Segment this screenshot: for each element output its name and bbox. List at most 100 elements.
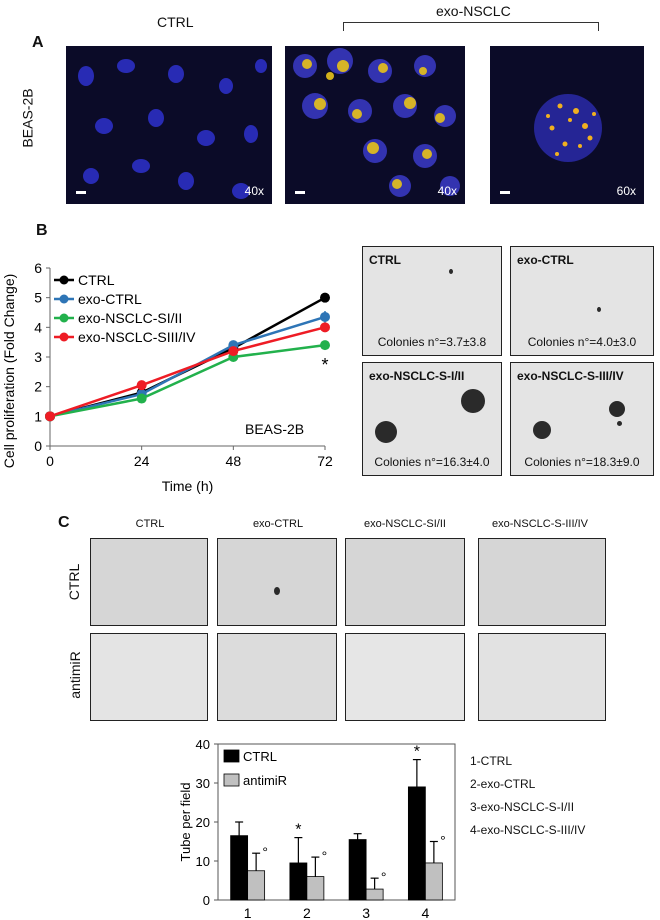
bar — [365, 888, 384, 901]
significance-mark: ° — [440, 833, 446, 849]
line-chart-series: * — [45, 292, 330, 422]
series-point — [320, 311, 330, 322]
x-tick-label: 4 — [421, 905, 429, 920]
nuclei-stain — [78, 59, 267, 199]
bar — [247, 870, 266, 901]
y-tick-label: 0 — [34, 438, 42, 454]
y-tick-label: 4 — [34, 319, 42, 335]
colony-dot — [449, 269, 453, 274]
y-tick-label: 40 — [196, 737, 210, 752]
exosome-uptake-stain — [293, 48, 460, 197]
panel-c-letter: C — [58, 514, 70, 531]
y-tick-label: 2 — [34, 379, 42, 395]
bar — [348, 839, 367, 901]
tube-image-antimir-exo-ctrl — [217, 633, 337, 721]
tube-image-ctrl-ctrl — [90, 538, 208, 626]
series-point — [320, 322, 330, 333]
colony-dot — [461, 389, 485, 413]
fluorescence-image-exo-1: 40x — [285, 46, 465, 204]
panel-b-letter: B — [36, 222, 48, 239]
condition-key-item: 4-exo-NSCLC-S-III/IV — [470, 823, 586, 837]
exo-nsclc-bracket — [343, 22, 599, 31]
series-point — [320, 340, 330, 351]
fluorescence-image-ctrl: 40x — [66, 46, 272, 204]
y-tick-label: 5 — [34, 290, 42, 306]
colony-count: Colonies n°=16.3±4.0 — [374, 455, 490, 469]
legend-label: CTRL — [78, 272, 115, 288]
legend-marker — [59, 294, 69, 304]
colony-dot — [617, 421, 622, 426]
series-point — [136, 380, 147, 391]
ctrl-label: CTRL — [157, 14, 194, 30]
line-chart-axes: 0 1 2 3 4 5 6 0 24 48 72 Time (h) Cell proliferation… — [1, 260, 333, 494]
line-chart-legend: CTRL exo-CTRL exo-NSCLC-SI/II exo-NSCLC-SII… — [54, 272, 196, 345]
y-axis-title: Cell proliferation (Fold Change) — [1, 274, 17, 469]
colony-count: Colonies n°=3.7±3.8 — [377, 335, 487, 349]
row-label-antimir: antimiR — [67, 651, 83, 699]
beas-row-label: BEAS-2B — [19, 88, 36, 148]
tube-image-antimir-ctrl — [90, 633, 208, 721]
bar — [289, 862, 308, 901]
condition-key-item: 3-exo-NSCLC-S-I/II — [470, 800, 575, 814]
colony-dot — [597, 307, 601, 312]
bar — [306, 876, 325, 901]
y-tick-label: 1 — [34, 408, 42, 424]
tube-image-antimir-nsclc-si-ii — [345, 633, 465, 721]
legend-marker — [59, 313, 69, 323]
series-line — [49, 343, 326, 418]
significance-mark: * — [321, 355, 328, 375]
legend-marker — [59, 275, 69, 285]
colony-image-nsclc-s-i-ii: exo-NSCLC-S-I/II Colonies n°=16.3±4.0 — [362, 362, 502, 476]
y-tick-label: 10 — [196, 854, 210, 869]
column-label-nsclc-s-iii-iv: exo-NSCLC-S-III/IV — [492, 518, 588, 530]
significance-mark: * — [414, 744, 420, 761]
legend-swatch — [223, 773, 240, 787]
series-point — [228, 346, 239, 357]
series-point — [136, 393, 147, 404]
column-label-ctrl: CTRL — [135, 518, 165, 530]
x-tick-label: 1 — [244, 905, 252, 920]
colony-count: Colonies n°=4.0±3.0 — [527, 335, 637, 349]
fluorescence-image-exo-2: 60x — [490, 46, 644, 204]
x-tick-label: 24 — [134, 453, 150, 469]
proliferation-line-chart: 0 1 2 3 4 5 6 0 24 48 72 Time (h) Cell proliferation… — [1, 260, 333, 494]
colony-title: exo-CTRL — [517, 253, 574, 267]
bar — [407, 786, 426, 901]
magnification-label: 40x — [244, 184, 264, 198]
column-label-nsclc-si-ii: exo-NSCLC-SI/II — [364, 518, 446, 530]
colony-image-nsclc-s-iii-iv: exo-NSCLC-S-III/IV Colonies n°=18.3±9.0 — [510, 362, 654, 476]
legend-label: exo-CTRL — [78, 291, 142, 307]
colony-dot — [375, 421, 397, 443]
x-tick-label: 2 — [303, 905, 311, 920]
scale-bar — [500, 191, 510, 194]
chart-annotation: BEAS-2B — [245, 421, 304, 437]
debris-spot — [274, 587, 280, 595]
scale-bar — [295, 191, 305, 194]
tube-image-ctrl-exo-ctrl — [217, 538, 337, 626]
x-tick-label: 48 — [226, 453, 242, 469]
tube-bar-chart: 0 10 20 30 40 Tube per field 1 2 3 4 ° * ° ° * ° CTRL a… — [178, 737, 456, 920]
condition-key-item: 1-CTRL — [470, 754, 513, 768]
x-tick-label: 72 — [317, 453, 333, 469]
magnification-label: 60x — [616, 184, 636, 198]
bar-chart-axes: 0 10 20 30 40 Tube per field 1 2 3 4 — [178, 737, 456, 920]
legend-label: exo-NSCLC-SI/II — [78, 310, 182, 326]
colony-image-ctrl: CTRL Colonies n°=3.7±3.8 — [362, 246, 502, 356]
colony-image-exo-ctrl: exo-CTRL Colonies n°=4.0±3.0 — [510, 246, 654, 356]
colony-dot — [533, 421, 551, 439]
legend-label: antimiR — [243, 773, 287, 788]
significance-mark: ° — [322, 848, 328, 864]
x-axis-title: Time (h) — [162, 478, 214, 494]
column-label-exo-ctrl: exo-CTRL — [252, 518, 304, 530]
colony-title: exo-NSCLC-S-III/IV — [517, 369, 624, 383]
colony-count: Colonies n°=18.3±9.0 — [524, 455, 640, 469]
x-tick-label: 3 — [362, 905, 370, 920]
y-tick-label: 0 — [203, 893, 210, 908]
series-line — [49, 326, 326, 418]
bar — [230, 835, 249, 901]
single-cell-stain — [534, 94, 602, 162]
significance-mark: ° — [262, 844, 268, 860]
y-tick-label: 6 — [34, 260, 42, 276]
legend-marker — [59, 332, 69, 342]
bar-chart-bars: ° * ° ° * ° — [230, 744, 446, 901]
